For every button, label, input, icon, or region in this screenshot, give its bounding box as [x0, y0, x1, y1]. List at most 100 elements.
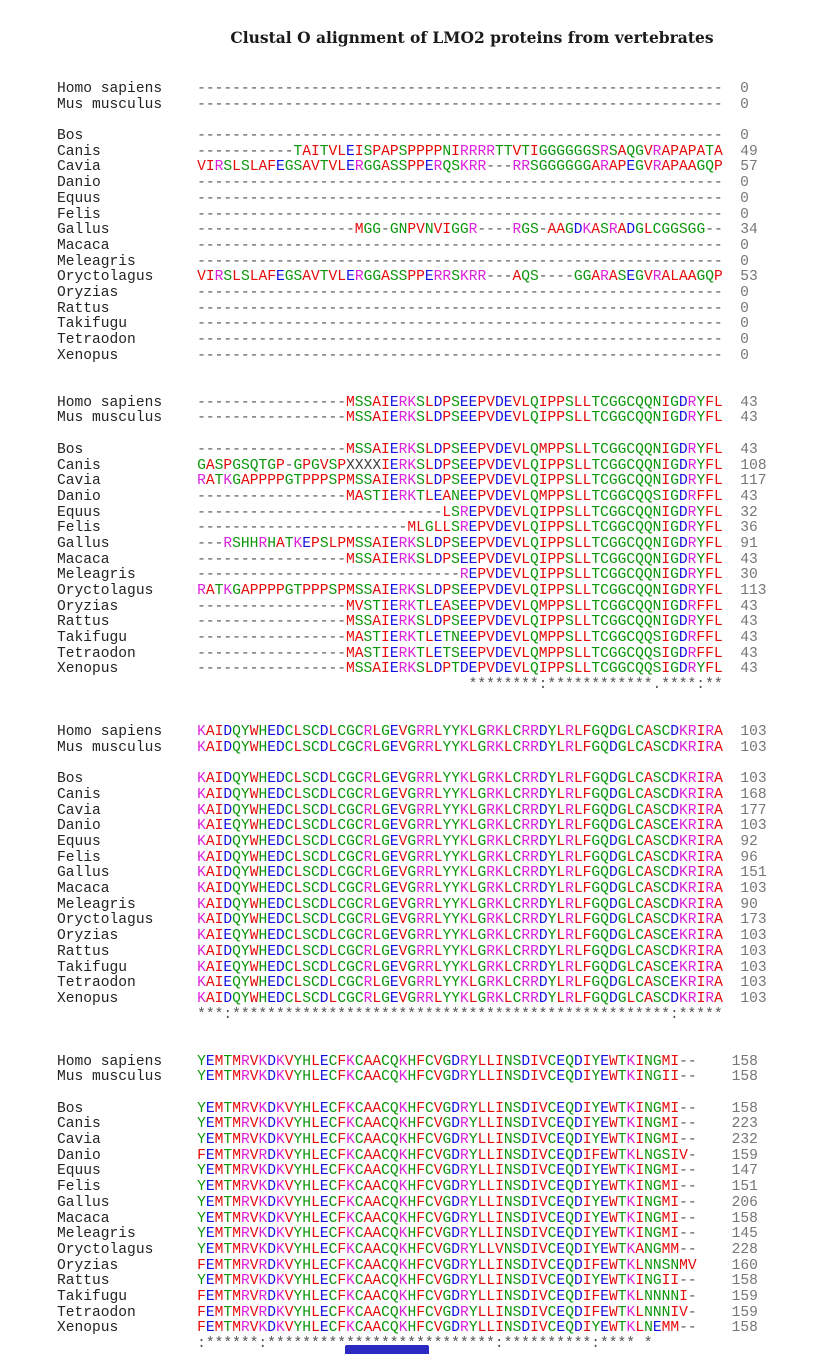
- residue-run: XXXX: [346, 457, 382, 474]
- residue-run: A: [644, 739, 653, 756]
- residue-run: A: [714, 834, 723, 850]
- residue-run: E: [389, 457, 399, 474]
- residue-run: E: [600, 1288, 609, 1305]
- residue-run: K: [398, 1100, 408, 1117]
- residue-run: F: [416, 1147, 425, 1164]
- residue-run: SC: [652, 724, 671, 741]
- residue-run: G: [311, 457, 320, 474]
- residue-run: L: [468, 739, 478, 756]
- residue-run: G: [617, 802, 627, 819]
- residue-run: D: [267, 1257, 277, 1274]
- residue-run: AI: [205, 881, 224, 898]
- residue-run: CQ: [381, 1304, 399, 1321]
- residue-run: V: [398, 786, 408, 803]
- residue-run: I: [381, 488, 390, 505]
- residue-run: LL: [573, 457, 592, 474]
- residue-run: TCGGCQQN: [591, 535, 662, 552]
- residue-run: L: [635, 1288, 645, 1305]
- residue-run: EE: [460, 535, 478, 552]
- residue-run: KR: [679, 802, 697, 819]
- residue-run: N: [451, 488, 460, 505]
- residue-run: E: [205, 1100, 215, 1117]
- residue-run: V: [249, 1132, 259, 1149]
- sequence: -----------------MASTIERKTLETSEEPVDEVLQM…: [197, 646, 723, 662]
- residue-run: DE: [495, 583, 513, 599]
- residue-run: L: [626, 896, 636, 913]
- residue-run: E: [556, 1179, 566, 1196]
- residue-run: E: [556, 1053, 566, 1070]
- species-name: Oryzias: [57, 1257, 198, 1274]
- residue-run: GQ: [591, 802, 609, 819]
- residue-run: EE: [459, 410, 478, 427]
- residue-run: L: [626, 975, 636, 992]
- residue-run: V: [249, 1273, 259, 1290]
- sequence: -----------------MASTIERKTLETNEEPVDEVLQM…: [197, 630, 723, 646]
- residue-run: D: [678, 504, 688, 521]
- sequence: -----------TAITVLEISPAPSPPPPNIRRRRTTVTIG…: [197, 144, 723, 160]
- residue-run: I: [530, 143, 539, 160]
- residue-run: ---: [197, 535, 224, 552]
- residue-run: L: [424, 457, 434, 474]
- residue-run: K: [346, 1194, 355, 1211]
- residue-run: TCGGCQQS: [591, 645, 662, 662]
- residue-run: G: [617, 912, 627, 929]
- residue-run: W: [249, 959, 259, 976]
- residue-run: M: [346, 614, 355, 631]
- residue-run: C: [512, 771, 522, 788]
- residue-run: ----: [538, 269, 574, 286]
- residue-run: K: [398, 1320, 408, 1337]
- residue-run: ----------------------------------------…: [197, 316, 723, 333]
- residue-count: 159: [696, 1147, 758, 1164]
- residue-run: V: [433, 1179, 443, 1196]
- residue-run: K: [258, 1053, 268, 1070]
- residue-run: H: [258, 739, 268, 756]
- residue-run: YY: [442, 975, 460, 992]
- residue-run: S: [416, 394, 425, 411]
- residue-run: G: [407, 802, 417, 819]
- residue-run: K: [197, 849, 206, 866]
- residue-run: D: [319, 818, 329, 835]
- residue-run: Q: [565, 1116, 574, 1133]
- residue-run: V: [398, 896, 408, 913]
- residue-run: RK: [398, 583, 417, 599]
- residue-run: KRR: [459, 269, 487, 286]
- sequence: ----------------------------------------…: [197, 207, 722, 223]
- residue-run: L: [293, 943, 303, 960]
- residue-run: F: [337, 1132, 347, 1149]
- residue-run: --: [679, 1069, 697, 1086]
- alignment-row: Tetraodon ------------------------------…: [57, 332, 826, 349]
- residue-run: C: [354, 1069, 364, 1086]
- residue-run: AA: [547, 222, 565, 239]
- residue-run: H: [258, 959, 268, 976]
- blank-line: [57, 1023, 826, 1039]
- residue-run: R: [705, 849, 715, 866]
- residue-run: AI: [205, 896, 224, 913]
- residue-run: K: [626, 1304, 636, 1321]
- residue-run: FFL: [696, 488, 723, 505]
- residue-run: V: [433, 1163, 443, 1180]
- residue-run: QY: [232, 975, 250, 992]
- residue-run: AA: [363, 1273, 382, 1290]
- residue-run: D: [319, 834, 329, 850]
- residue-run: YH: [293, 1147, 312, 1164]
- residue-run: P: [442, 614, 452, 631]
- residue-run: V: [249, 1194, 259, 1211]
- residue-run: I: [696, 896, 706, 913]
- residue-run: E: [600, 1241, 610, 1258]
- residue-run: --: [679, 1241, 697, 1258]
- residue-run: GQ: [591, 724, 609, 741]
- residue-run: A: [644, 724, 653, 741]
- residue-run: EE: [459, 583, 478, 599]
- residue-run: GS: [521, 222, 539, 239]
- residue-run: FL: [705, 520, 723, 537]
- residue-run: W: [609, 1147, 618, 1164]
- residue-run: VL: [512, 583, 531, 599]
- residue-run: G: [407, 975, 417, 992]
- residue-run: AA: [363, 1179, 382, 1196]
- residue-run: ----------------------------------------…: [197, 128, 723, 145]
- residue-run: M: [346, 441, 355, 458]
- residue-run: A: [205, 457, 215, 474]
- residue-run: L: [372, 865, 382, 882]
- residue-run: I: [381, 645, 390, 662]
- residue-run: V: [249, 1304, 259, 1321]
